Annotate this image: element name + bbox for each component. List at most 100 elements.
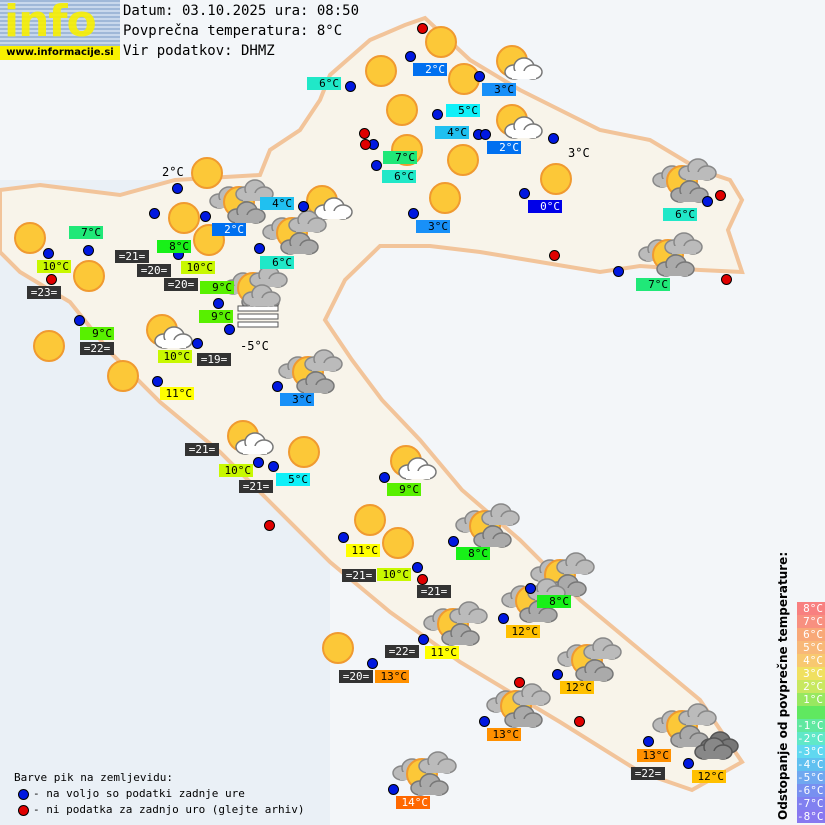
station-dot-current[interactable] (525, 583, 536, 594)
sun-clouds-icon (392, 751, 457, 806)
station-dot-current[interactable] (548, 133, 559, 144)
station-dot-current[interactable] (371, 160, 382, 171)
station-dot-missing[interactable] (360, 139, 371, 150)
station-dot-current[interactable] (474, 71, 485, 82)
sea-temperature-label: =22= (385, 645, 419, 658)
station-dot-missing[interactable] (574, 716, 585, 727)
scale-step: -5°C (797, 771, 825, 784)
air-temperature-label: 4°C (260, 197, 294, 210)
air-temperature-label: 0°C (528, 200, 562, 213)
sun-icon (162, 196, 214, 248)
air-temperature-label: 9°C (199, 310, 233, 323)
logo-url[interactable]: www.informacije.si (0, 46, 120, 60)
air-temperature-label: 7°C (636, 278, 670, 291)
informacije-logo[interactable]: info www.informacije.si (0, 0, 120, 60)
station-dot-current[interactable] (74, 315, 85, 326)
air-temperature-label: 2°C (413, 63, 447, 76)
sea-temperature-label: =21= (115, 250, 149, 263)
sun-cloud-icon (492, 41, 544, 93)
air-temperature-label: 5°C (276, 473, 310, 486)
sea-temperature-label: =21= (239, 480, 273, 493)
station-dot-missing[interactable] (264, 520, 275, 531)
station-dot-current[interactable] (83, 245, 94, 256)
station-dot-missing[interactable] (715, 190, 726, 201)
station-dot-current[interactable] (432, 109, 443, 120)
air-temperature-label: 3°C (482, 83, 516, 96)
station-dot-current[interactable] (345, 81, 356, 92)
station-dot-missing[interactable] (46, 274, 57, 285)
sun-clouds-icon (455, 503, 520, 558)
sun-icon (67, 254, 119, 306)
air-temperature-label: 5°C (446, 104, 480, 117)
station-dot-current[interactable] (412, 562, 423, 573)
sun-icon (380, 88, 432, 140)
station-dot-current[interactable] (448, 536, 459, 547)
sea-temperature-label: =20= (164, 278, 198, 291)
station-dot-missing[interactable] (514, 677, 525, 688)
station-dot-current[interactable] (253, 457, 264, 468)
data-source: Vir podatkov: DHMZ (123, 43, 275, 59)
fog-icon (236, 284, 288, 344)
station-dot-current[interactable] (479, 716, 490, 727)
sun-icon (8, 216, 60, 268)
air-temperature-label: 3°C (280, 393, 314, 406)
sun-icon (101, 354, 153, 406)
station-dot-current[interactable] (224, 324, 235, 335)
deviation-scale: 8°C 7°C 6°C 5°C 4°C 3°C 2°C 1°C -1°C -2°C -3°C -4°C… (797, 602, 825, 823)
station-dot-missing[interactable] (417, 574, 428, 585)
station-dot-current[interactable] (613, 266, 624, 277)
station-dot-current[interactable] (552, 669, 563, 680)
sun-icon (419, 20, 471, 72)
station-dot-missing[interactable] (721, 274, 732, 285)
station-dot-current[interactable] (43, 248, 54, 259)
station-dot-current[interactable] (213, 298, 224, 309)
air-temperature-label: 2°C (487, 141, 521, 154)
station-dot-missing[interactable] (549, 250, 560, 261)
station-dot-missing[interactable] (417, 23, 428, 34)
sun-cloud-icon (386, 441, 438, 493)
legend-title: Barve pik na zemljevidu: (14, 771, 173, 784)
air-temperature-label: 8°C (456, 547, 490, 560)
air-temperature-label: 3°C (416, 220, 450, 233)
sun-clouds-icon (638, 232, 703, 287)
station-dot-current[interactable] (200, 211, 211, 222)
station-dot-current[interactable] (683, 758, 694, 769)
air-temperature-label: 14°C (396, 796, 430, 809)
station-dot-current[interactable] (149, 208, 160, 219)
station-dot-current[interactable] (172, 183, 183, 194)
station-dot-current[interactable] (192, 338, 203, 349)
station-dot-current[interactable] (272, 381, 283, 392)
station-dot-current[interactable] (367, 658, 378, 669)
sun-icon (348, 498, 400, 550)
station-dot-current[interactable] (519, 188, 530, 199)
station-dot-current[interactable] (418, 634, 429, 645)
station-dot-missing[interactable] (359, 128, 370, 139)
station-dot-current[interactable] (379, 472, 390, 483)
air-temperature-label: 6°C (307, 77, 341, 90)
scale-step: -8°C (797, 810, 825, 823)
station-dot-current[interactable] (298, 201, 309, 212)
station-dot-current[interactable] (338, 532, 349, 543)
station-dot-current[interactable] (388, 784, 399, 795)
sun-icon (376, 521, 428, 573)
sun-cloud-icon (142, 310, 194, 362)
sun-icon (185, 151, 237, 203)
sun-clouds-icon (486, 683, 551, 738)
station-dot-current[interactable] (408, 208, 419, 219)
scale-step: 4°C (797, 654, 825, 667)
air-temperature-label: 9°C (200, 281, 234, 294)
sun-clouds-icon (262, 210, 327, 265)
average-temperature: Povprečna temperatura: 8°C (123, 23, 343, 39)
sea-temperature-label: =20= (137, 264, 171, 277)
sea-temperature-label: =19= (197, 353, 231, 366)
station-dot-current[interactable] (405, 51, 416, 62)
station-dot-current[interactable] (480, 129, 491, 140)
sun-icon (316, 626, 368, 678)
station-dot-current[interactable] (702, 196, 713, 207)
station-dot-current[interactable] (268, 461, 279, 472)
station-dot-current[interactable] (254, 243, 265, 254)
station-dot-current[interactable] (152, 376, 163, 387)
station-dot-current[interactable] (498, 613, 509, 624)
station-dot-current[interactable] (643, 736, 654, 747)
sun-icon (423, 176, 475, 228)
